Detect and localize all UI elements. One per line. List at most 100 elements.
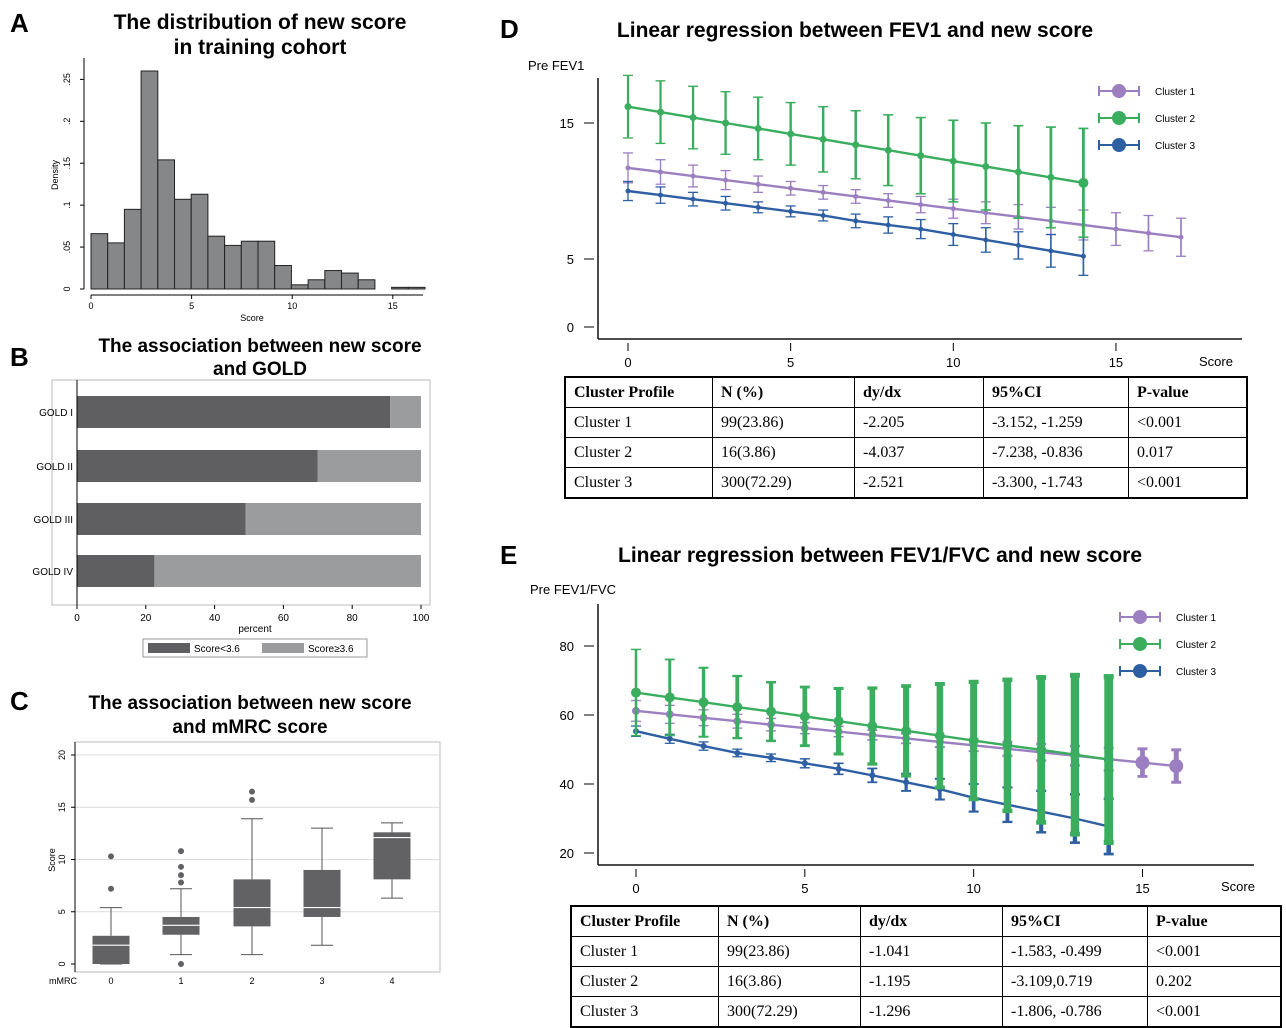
- table-cell: 300(72.29): [718, 996, 861, 1028]
- legend-marker: [1133, 664, 1147, 678]
- x-tick-label: 4: [389, 976, 394, 986]
- data-point: [918, 202, 924, 208]
- data-point: [1048, 248, 1054, 254]
- table-cell: -7.238, -0.836: [983, 437, 1129, 468]
- table-cell: Cluster 1: [564, 407, 713, 438]
- data-point: [1047, 173, 1055, 181]
- data-point: [950, 206, 956, 212]
- histogram-bar: [290, 284, 309, 290]
- panel-letter-b: B: [10, 342, 29, 372]
- y-axis-label: Pre FEV1: [528, 58, 584, 73]
- table-row: Cluster 3 300(72.29) -2.521 -3.300, -1.7…: [564, 467, 1248, 499]
- regression-table-fev1-fvc: Cluster Profile N (%) dy/dx 95%CI P-valu…: [570, 905, 1282, 1028]
- y-tick-label: 10: [57, 854, 67, 864]
- table-cell: <0.001: [1147, 936, 1282, 967]
- table-header: 95%CI: [1002, 905, 1148, 937]
- table-row: Cluster 1 99(23.86) -2.205 -3.152, -1.25…: [564, 407, 1248, 438]
- histogram-bar: [224, 244, 242, 290]
- table-header: dy/dx: [854, 376, 984, 408]
- histogram-bar: [307, 279, 326, 290]
- data-point: [788, 208, 794, 214]
- data-point: [852, 141, 860, 149]
- histogram-bar: [407, 286, 426, 290]
- legend-label: Cluster 2: [1155, 114, 1195, 125]
- table-cell: 0.017: [1128, 437, 1248, 468]
- x-tick-label: 0: [88, 301, 93, 311]
- histogram-bar: [357, 279, 376, 290]
- outlier-point: [178, 863, 184, 870]
- table-cell: -4.037: [854, 437, 984, 468]
- panel-e-title: Linear regression between FEV1/FVC and n…: [618, 544, 1142, 567]
- panel-d-title: Linear regression between FEV1 and new s…: [616, 19, 1094, 42]
- data-point: [949, 157, 957, 165]
- x-tick-label: 1: [178, 976, 183, 986]
- table-header: P-value: [1147, 905, 1282, 937]
- table-cell: Cluster 1: [570, 936, 719, 967]
- y-tick-label: .05: [62, 241, 72, 254]
- table-header: N (%): [712, 376, 855, 408]
- histogram-bar: [107, 242, 125, 290]
- data-point: [1178, 234, 1184, 240]
- histogram-bar: [391, 286, 409, 290]
- data-point: [1002, 740, 1013, 751]
- y-tick-label: 60: [560, 708, 574, 723]
- data-point: [723, 177, 729, 183]
- histogram-bar: [90, 233, 109, 290]
- legend-label: Score≥3.6: [308, 644, 354, 655]
- x-tick-label: 5: [801, 881, 808, 896]
- legend-label: Cluster 3: [1155, 141, 1195, 152]
- stacked-bar-segment: [77, 450, 318, 482]
- table-cell: 16(3.86): [718, 966, 861, 997]
- data-point: [885, 222, 891, 228]
- data-point: [983, 210, 989, 216]
- histogram-bar: [274, 265, 292, 290]
- data-point: [885, 198, 891, 204]
- data-point: [658, 192, 664, 198]
- y-tick-label: .15: [62, 157, 72, 170]
- data-point: [700, 743, 707, 750]
- data-point: [664, 692, 675, 703]
- data-point: [1103, 754, 1114, 765]
- table-cell: 99(23.86): [712, 407, 855, 438]
- data-point: [917, 152, 925, 160]
- data-point: [1015, 242, 1021, 248]
- data-point: [1080, 253, 1086, 259]
- y-tick-label: 20: [57, 750, 67, 760]
- table-cell: <0.001: [1128, 467, 1248, 499]
- x-tick-label: 0: [74, 613, 80, 624]
- x-tick-label: 0: [632, 881, 639, 896]
- x-axis-label: percent: [238, 624, 272, 635]
- histogram-bar: [257, 240, 276, 290]
- x-tick-label: 0: [624, 355, 631, 370]
- y-tick-label: 5: [567, 252, 574, 267]
- outlier-point: [178, 848, 184, 855]
- data-point: [625, 165, 631, 171]
- box: [92, 935, 130, 964]
- y-category-label: GOLD I: [39, 408, 73, 419]
- data-point: [869, 772, 876, 779]
- panel-letter-c: C: [10, 686, 29, 716]
- y-tick-label: 0: [57, 961, 67, 966]
- fev1-regression-chart: 0 5 15 0 5 10 15 Score Pre FEV1 Cluster 1 Cluster …: [528, 58, 1242, 370]
- x-tick-label: 100: [413, 613, 430, 624]
- stacked-bar-segment: [390, 396, 421, 428]
- table-cell: -3.109,0.719: [1002, 966, 1148, 997]
- data-point: [666, 735, 673, 742]
- data-point: [1169, 759, 1184, 774]
- data-point: [690, 173, 696, 179]
- legend-label: Score<3.6: [194, 644, 240, 655]
- outlier-point: [108, 853, 114, 860]
- y-tick-label: 0: [62, 286, 72, 291]
- y-tick-label: 20: [560, 846, 574, 861]
- data-point: [820, 212, 826, 218]
- legend-swatch: [148, 643, 190, 653]
- table-row: Cluster 2 16(3.86) -4.037 -7.238, -0.836…: [564, 437, 1248, 468]
- y-category-label: GOLD IV: [32, 567, 73, 578]
- histogram-bar: [123, 208, 142, 290]
- histogram-bar: [190, 193, 209, 290]
- x-tick-label: 15: [1109, 355, 1123, 370]
- table-header-row: Cluster Profile N (%) dy/dx 95%CI P-valu…: [570, 905, 1282, 937]
- data-point: [853, 218, 859, 224]
- panel-a-title: The distribution of new score in trainin…: [113, 11, 407, 59]
- data-point: [833, 716, 844, 727]
